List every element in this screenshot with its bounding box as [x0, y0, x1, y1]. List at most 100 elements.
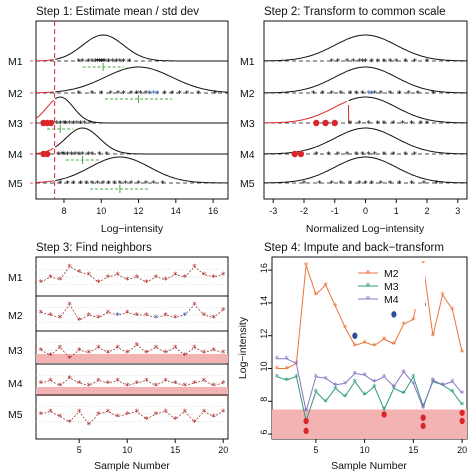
step3-xtick-label-10: 10 [122, 445, 132, 455]
step3-point-M4-13: * [153, 382, 158, 392]
step3-point-M5-8: * [105, 408, 110, 418]
step1-curve-M2 [55, 66, 229, 93]
step4-point-M3-14: * [401, 390, 406, 400]
step3-plot: * * * * * * * * * * * * * * * * * * * * M1 * * * * * * * * * * * * * * * * * *… [8, 263, 228, 455]
step3-point-M2-18: * [201, 312, 206, 322]
step2-blue-point-M2-0: * [366, 90, 371, 100]
step1-point-M1-8: * [100, 58, 105, 68]
step1-curve-M1 [55, 34, 228, 62]
step2-xtick-label-1: 1 [394, 206, 399, 216]
step3-band-M3 [36, 354, 228, 363]
step1-point-M1-12: * [113, 58, 118, 68]
step1-point-M4-2: * [61, 151, 66, 161]
step3-point-M4-14: * [163, 377, 168, 387]
step1-point-M4-4: * [69, 151, 74, 161]
step2-point-M2-7: * [372, 90, 377, 100]
legend-m3-marker: * [365, 282, 370, 292]
step3-point-M1-19: * [211, 274, 216, 284]
step3-point-M5-7: * [96, 411, 101, 421]
step2-point-M1-2: * [344, 58, 349, 68]
step4-line-M4 [276, 358, 463, 412]
step4-point-M4-1: * [274, 355, 279, 365]
step2-point-M2-8: * [378, 90, 383, 100]
step1-row-label-M3: M3 [8, 118, 23, 130]
step3-point-M3-7: * [96, 344, 101, 354]
step3-point-M1-16: * [182, 274, 187, 284]
step2-title: Step 2: Transform to common scale [264, 6, 446, 18]
step3-point-M1-13: * [153, 274, 158, 284]
step1-curve-red-M2 [35, 91, 54, 94]
step1-blue-point-M2-0: * [147, 90, 152, 100]
step1-point-M2-8: * [138, 90, 143, 100]
step4-point-M4-15: * [411, 380, 416, 390]
step4-point-M3-6: * [323, 398, 328, 408]
step2-red-point-M4-1 [297, 150, 305, 158]
step3-point-M2-1: * [38, 309, 43, 319]
step4-ytick-label-8: 8 [259, 397, 269, 402]
step2-point-M5-6: * [363, 180, 368, 190]
step2-point-M1-6: * [363, 58, 368, 68]
step3-line-M2 [40, 303, 224, 321]
step4-point-M4-14: * [401, 368, 406, 378]
step4-point-M2-13: * [391, 340, 396, 350]
step1-point-M1-5: * [95, 58, 100, 68]
step4-point-M3-18: * [440, 381, 445, 391]
step2-point-M5-12: * [421, 180, 426, 190]
step1-point-M2-13: * [184, 90, 189, 100]
step1-curve-red-M3 [35, 99, 54, 119]
step2-point-M1-12: * [403, 58, 408, 68]
step4-ylabel: Log−intensity [237, 316, 249, 379]
step1-row-label-M5: M5 [8, 178, 23, 190]
step2-red-point-M3-0 [313, 119, 320, 127]
step4-point-M4-5: * [313, 373, 318, 383]
step1-red-point-M3-2 [47, 119, 55, 127]
step4-point-M4-4: * [303, 408, 308, 418]
step2-xtick-label--3: -3 [269, 206, 277, 216]
step4-ytick-label-14: 14 [259, 296, 269, 306]
step3-point-M2-2: * [48, 312, 53, 322]
step3-xtick-label-20: 20 [218, 445, 228, 455]
step1-point-M3-8: * [78, 120, 83, 130]
legend-m4-marker: * [365, 295, 370, 305]
step3-point-M3-4: * [67, 354, 72, 364]
step4-title: Step 4: Impute and back−transform [264, 242, 444, 254]
step1-xtick-label-12: 12 [134, 206, 144, 216]
step1-curve-red-M5 [35, 180, 54, 183]
step4-point-M2-14: * [401, 321, 406, 331]
step2-point-M5-9: * [387, 180, 392, 190]
step1-point-M5-1: * [65, 180, 70, 190]
step2-point-M4-10: * [403, 151, 408, 161]
step3-line-M3 [40, 344, 224, 359]
step1-xtick-label-10: 10 [96, 206, 106, 216]
step3-point-M1-11: * [134, 274, 139, 284]
step3-point-M1-18: * [201, 271, 206, 281]
step3-point-M1-10: * [124, 276, 129, 286]
step3-point-M4-17: * [192, 380, 197, 390]
step1-point-M4-0: * [56, 151, 61, 161]
step2-point-M2-2: * [329, 90, 334, 100]
step3-band-M4 [36, 387, 228, 396]
step2-xtick-label-3: 3 [455, 206, 460, 216]
step3-point-M4-11: * [134, 380, 139, 390]
step4-imputed-red-5 [459, 417, 465, 425]
step3-point-M2-6: * [86, 312, 91, 322]
step3-point-M1-3: * [57, 276, 62, 286]
step2-row-label-M1: M1 [240, 56, 255, 68]
step1-point-M2-14: * [195, 90, 200, 100]
step3-point-M5-19: * [211, 413, 216, 423]
step3-point-M5-16: * [182, 408, 187, 418]
step4-imputed-blue-0 [352, 332, 358, 339]
step1-point-M4-7: * [80, 151, 85, 161]
step3-row-label-M5: M5 [8, 409, 23, 421]
step3-point-M1-17: * [192, 263, 197, 273]
step3-point-M2-7: * [96, 314, 101, 324]
step4-legend: * M2 * M3 * M4 [355, 263, 425, 309]
step3-point-M2-10: * [124, 309, 129, 319]
step2-point-M5-1: * [317, 180, 322, 190]
step4-point-M4-11: * [372, 378, 377, 388]
step3-point-M3-13: * [153, 344, 158, 354]
step2-point-M2-11: * [406, 90, 411, 100]
step1-xlabel: Log−intensity [101, 223, 164, 235]
step2-point-M2-13: * [430, 90, 435, 100]
step2-point-M5-13: * [434, 180, 439, 190]
